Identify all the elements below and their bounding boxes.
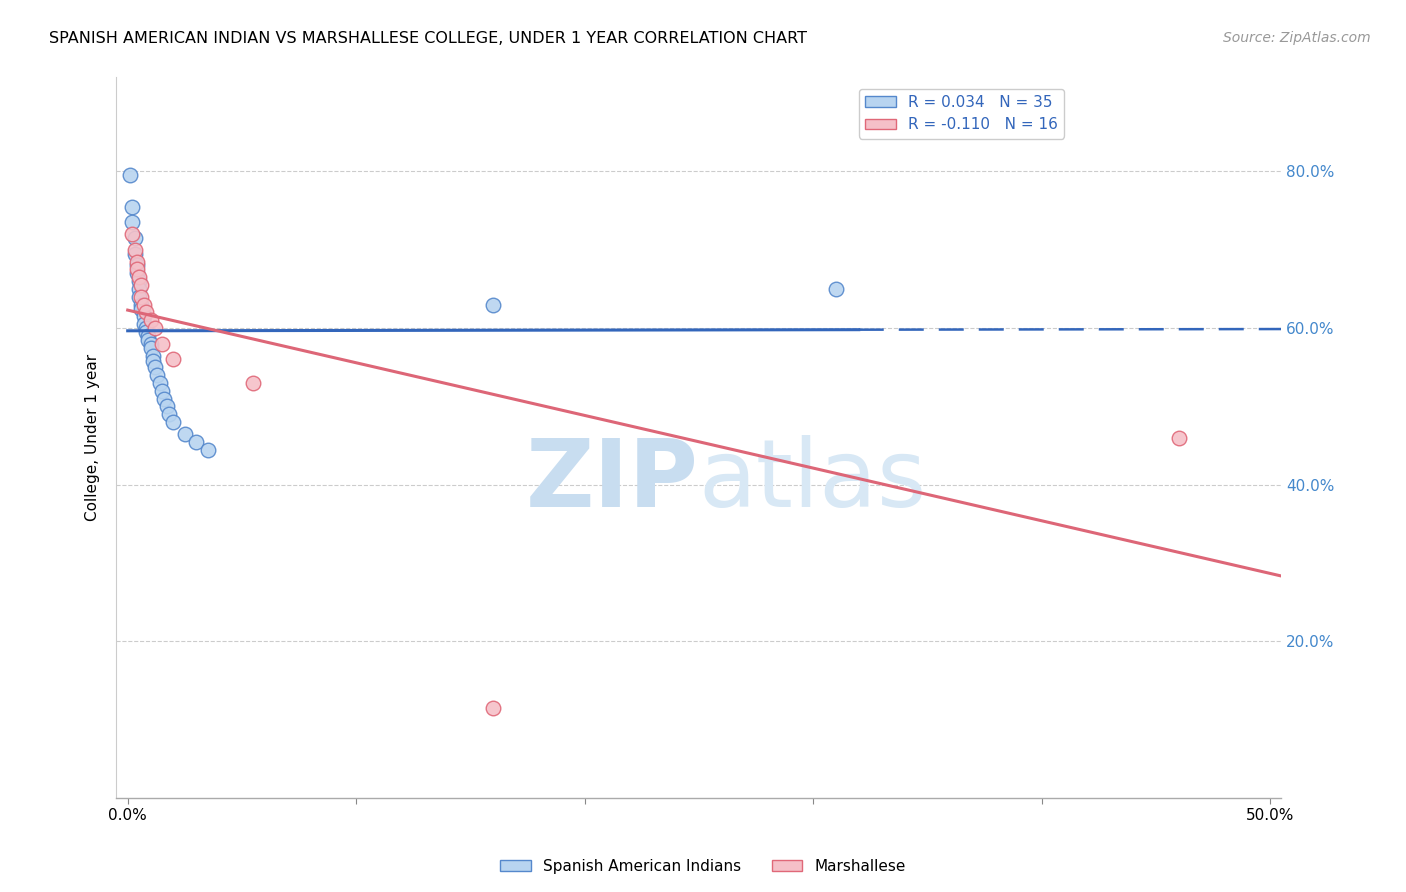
- Point: [142, 349, 165, 363]
- Point: [173, 426, 195, 441]
- Point: [162, 352, 184, 367]
- Point: [128, 290, 150, 304]
- Point: [162, 415, 184, 429]
- Point: [121, 200, 143, 214]
- Point: [132, 310, 155, 324]
- Point: [155, 400, 177, 414]
- Point: [125, 254, 148, 268]
- Point: [136, 333, 159, 347]
- Point: [125, 266, 148, 280]
- Point: [131, 301, 153, 316]
- Point: [150, 336, 173, 351]
- Point: [135, 325, 157, 339]
- Point: [157, 407, 180, 421]
- Point: [153, 392, 176, 406]
- Point: [143, 321, 166, 335]
- Point: [135, 305, 157, 319]
- Point: [131, 290, 153, 304]
- Point: [482, 701, 505, 715]
- Point: [124, 246, 146, 260]
- Point: [124, 231, 146, 245]
- Point: [125, 262, 148, 277]
- Point: [131, 297, 153, 311]
- Point: [143, 360, 166, 375]
- Point: [186, 434, 208, 449]
- Point: [124, 243, 146, 257]
- Y-axis label: College, Under 1 year: College, Under 1 year: [86, 354, 100, 521]
- Point: [1167, 431, 1189, 445]
- Legend: Spanish American Indians, Marshallese: Spanish American Indians, Marshallese: [494, 853, 912, 880]
- Point: [149, 376, 172, 390]
- Point: [132, 297, 155, 311]
- Point: [825, 282, 848, 296]
- Text: Source: ZipAtlas.com: Source: ZipAtlas.com: [1223, 31, 1371, 45]
- Point: [121, 227, 143, 241]
- Point: [118, 169, 141, 183]
- Point: [139, 341, 162, 355]
- Point: [150, 384, 173, 398]
- Point: [139, 336, 162, 351]
- Point: [135, 321, 157, 335]
- Point: [142, 354, 165, 368]
- Point: [197, 442, 219, 457]
- Text: SPANISH AMERICAN INDIAN VS MARSHALLESE COLLEGE, UNDER 1 YEAR CORRELATION CHART: SPANISH AMERICAN INDIAN VS MARSHALLESE C…: [49, 31, 807, 46]
- Point: [146, 368, 169, 383]
- Point: [482, 297, 505, 311]
- Point: [139, 313, 162, 327]
- Point: [128, 282, 150, 296]
- Point: [128, 270, 150, 285]
- Point: [132, 317, 155, 331]
- Point: [121, 215, 143, 229]
- Text: atlas: atlas: [699, 435, 927, 527]
- Point: [131, 278, 153, 293]
- Text: ZIP: ZIP: [526, 435, 699, 527]
- Point: [136, 329, 159, 343]
- Point: [242, 376, 264, 390]
- Point: [125, 259, 148, 273]
- Legend: R = 0.034   N = 35, R = -0.110   N = 16: R = 0.034 N = 35, R = -0.110 N = 16: [859, 88, 1064, 138]
- Point: [128, 274, 150, 288]
